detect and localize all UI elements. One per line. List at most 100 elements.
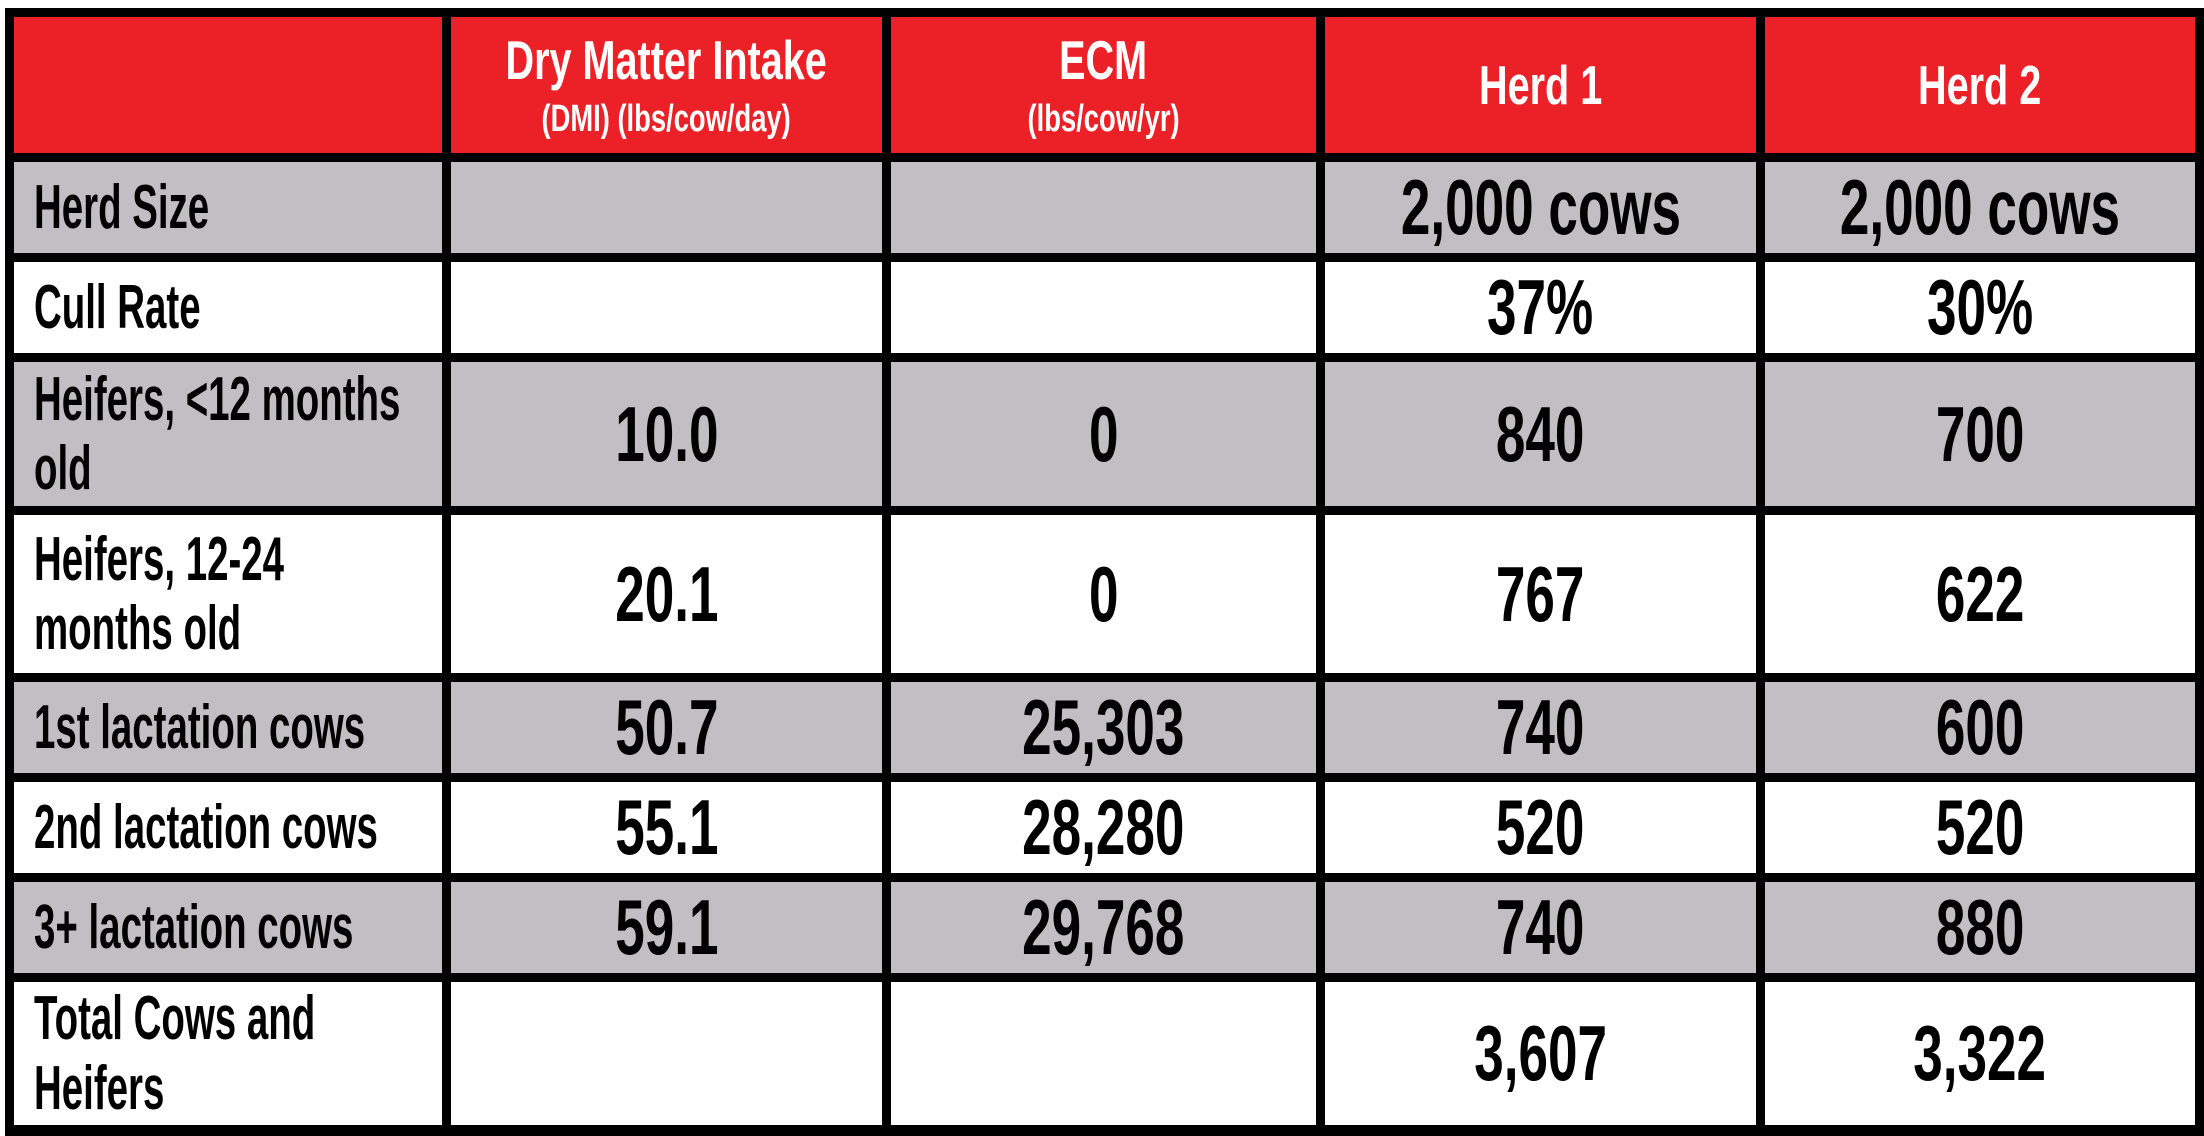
header-dmi-subtitle: (DMI) (lbs/cow/day) — [541, 97, 792, 140]
row-label-cell: 2nd lactation cows — [5, 773, 451, 882]
column-header-title: ECM — [1042, 28, 1164, 91]
herd1-cell: 767 — [1316, 506, 1765, 682]
cell-value: 37% — [1487, 263, 1594, 351]
table-row-heifers-12-24: Heifers, 12-24 months old 20.1 0 767 622 — [5, 506, 2204, 682]
table-row-1st-lactation: 1st lactation cows 50.7 25,303 740 600 — [5, 673, 2204, 782]
row-label-cell: Cull Rate — [5, 253, 451, 362]
header-ecm-title: ECM — [1059, 28, 1148, 91]
cell-value: 520 — [1496, 783, 1585, 871]
row-label: 1st lactation cows — [34, 692, 366, 762]
cell-value: 30% — [1926, 263, 2034, 351]
herd2-cell: 30% — [1756, 253, 2204, 362]
row-label: Herd Size — [34, 172, 210, 242]
cell-value: 0 — [1088, 549, 1119, 638]
row-label-cell: 3+ lactation cows — [5, 873, 451, 982]
ecm-cell: 25,303 — [882, 673, 1325, 782]
row-label-cell: Heifers, <12 months old — [5, 353, 451, 515]
header-cell-herd2: Herd 2 — [1756, 8, 2204, 162]
dmi-cell: 55.1 — [442, 773, 891, 882]
cell-value: 50.7 — [614, 683, 719, 771]
header-dmi-wrap: Dry Matter Intake (DMI) (lbs/cow/day) — [456, 32, 878, 138]
cell-value: 622 — [1935, 549, 2025, 638]
table-row-3plus-lactation: 3+ lactation cows 59.1 29,768 740 880 — [5, 873, 2204, 982]
table-row-herd-size: Herd Size 2,000 cows 2,000 cows — [5, 153, 2204, 262]
column-header-title: Herd 2 — [1894, 53, 2065, 116]
ecm-cell — [882, 253, 1325, 362]
cell-value: 2,000 cows — [1839, 163, 2121, 251]
herd1-cell: 840 — [1316, 353, 1765, 515]
dmi-cell — [442, 973, 891, 1135]
dmi-cell: 10.0 — [442, 353, 891, 515]
row-label: Total Cows and Heifers — [34, 984, 316, 1123]
header-herd1-title: Herd 1 — [1478, 53, 1603, 116]
header-row: Dry Matter Intake (DMI) (lbs/cow/day) EC… — [5, 8, 2204, 162]
header-cell-herd1: Herd 1 — [1316, 8, 1765, 162]
header-corner-cell — [5, 8, 451, 162]
herd-comparison-table: Dry Matter Intake (DMI) (lbs/cow/day) EC… — [5, 8, 2204, 1136]
row-label: Heifers, <12 months old — [34, 364, 401, 503]
herd1-cell: 520 — [1316, 773, 1765, 882]
table-row-heifers-under-12: Heifers, <12 months old 10.0 0 840 700 — [5, 353, 2204, 515]
row-label-cell: Heifers, 12-24 months old — [5, 506, 451, 682]
header-herd2-title: Herd 2 — [1918, 53, 2042, 116]
cell-value: 767 — [1496, 549, 1585, 638]
header-herd1-wrap: Herd 1 — [1330, 53, 1752, 116]
row-label: 3+ lactation cows — [34, 892, 354, 962]
column-header-subtitle: (lbs/cow/yr) — [998, 100, 1209, 138]
herd1-cell: 740 — [1316, 873, 1765, 982]
ecm-cell: 29,768 — [882, 873, 1325, 982]
herd2-cell: 880 — [1756, 873, 2204, 982]
herd2-cell: 622 — [1756, 506, 2204, 682]
header-herd2-wrap: Herd 2 — [1770, 53, 2191, 116]
cell-value: 59.1 — [614, 883, 719, 971]
herd2-cell: 3,322 — [1756, 973, 2204, 1135]
dmi-cell: 59.1 — [442, 873, 891, 982]
column-header-subtitle: (DMI) (lbs/cow/day) — [493, 100, 839, 138]
header-cell-ecm: ECM (lbs/cow/yr) — [882, 8, 1325, 162]
ecm-cell: 0 — [882, 506, 1325, 682]
cell-value: 3,607 — [1474, 1009, 1607, 1097]
dmi-cell: 50.7 — [442, 673, 891, 782]
herd1-cell: 3,607 — [1316, 973, 1765, 1135]
cell-value: 600 — [1935, 683, 2025, 771]
table-row-2nd-lactation: 2nd lactation cows 55.1 28,280 520 520 — [5, 773, 2204, 882]
header-cell-dmi: Dry Matter Intake (DMI) (lbs/cow/day) — [442, 8, 891, 162]
ecm-cell — [882, 973, 1325, 1135]
cell-value: 700 — [1935, 389, 2025, 478]
cell-value: 880 — [1935, 883, 2025, 971]
ecm-cell: 28,280 — [882, 773, 1325, 882]
header-dmi-title: Dry Matter Intake — [505, 28, 828, 91]
column-header-title: Herd 1 — [1455, 53, 1626, 116]
cell-value: 3,322 — [1913, 1009, 2047, 1097]
row-label-cell: Total Cows and Heifers — [5, 973, 451, 1135]
cell-value: 20.1 — [614, 549, 719, 638]
cell-value: 55.1 — [614, 783, 719, 871]
table-row-total: Total Cows and Heifers 3,607 3,322 — [5, 973, 2204, 1135]
dmi-cell — [442, 253, 891, 362]
cell-value: 25,303 — [1022, 683, 1185, 771]
column-header-title: Dry Matter Intake — [456, 28, 878, 91]
table-row-cull-rate: Cull Rate 37% 30% — [5, 253, 2204, 362]
row-label: Heifers, 12-24 months old — [34, 524, 285, 663]
cell-value: 29,768 — [1022, 883, 1185, 971]
row-label-cell: 1st lactation cows — [5, 673, 451, 782]
herd1-cell: 37% — [1316, 253, 1765, 362]
row-label: Cull Rate — [34, 272, 201, 342]
cell-value: 2,000 cows — [1400, 163, 1681, 251]
herd2-cell: 520 — [1756, 773, 2204, 882]
dmi-cell: 20.1 — [442, 506, 891, 682]
ecm-cell: 0 — [882, 353, 1325, 515]
header-ecm-subtitle: (lbs/cow/yr) — [1027, 97, 1180, 140]
herd1-cell: 740 — [1316, 673, 1765, 782]
herd1-cell: 2,000 cows — [1316, 153, 1765, 262]
cell-value: 520 — [1935, 783, 2025, 871]
row-label: 2nd lactation cows — [34, 792, 378, 862]
cell-value: 740 — [1496, 683, 1585, 771]
cell-value: 10.0 — [614, 389, 719, 478]
header-ecm-wrap: ECM (lbs/cow/yr) — [896, 28, 1312, 138]
cell-value: 0 — [1088, 389, 1119, 478]
herd2-cell: 600 — [1756, 673, 2204, 782]
herd2-cell: 700 — [1756, 353, 2204, 515]
cell-value: 28,280 — [1022, 783, 1185, 871]
row-label-cell: Herd Size — [5, 153, 451, 262]
